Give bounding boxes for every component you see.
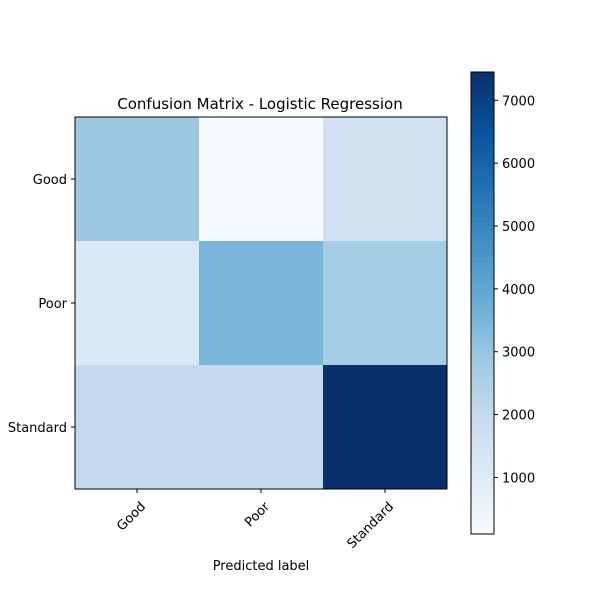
colorbar-tick-label: 3000 — [502, 346, 535, 361]
heatmap-cell — [75, 365, 200, 490]
colorbar-tick-label: 2000 — [502, 409, 535, 424]
colorbar-tick-label: 4000 — [502, 283, 535, 298]
heatmap-cell — [199, 365, 324, 490]
chart-title: Confusion Matrix - Logistic Regression — [117, 95, 402, 113]
heatmap-cells — [75, 117, 448, 490]
y-tick-label: Poor — [38, 297, 67, 312]
colorbar-tick-label: 1000 — [502, 471, 535, 486]
heatmap-cell — [75, 241, 200, 366]
heatmap-cell — [75, 117, 200, 242]
heatmap-cell — [199, 117, 324, 242]
heatmap-cell — [199, 241, 324, 366]
x-tick-label: Standard — [345, 499, 397, 551]
y-tick-label: Standard — [8, 421, 67, 436]
colorbar — [470, 71, 495, 535]
y-tick-label: Good — [33, 173, 67, 188]
colorbar-tick-label: 5000 — [502, 220, 535, 235]
colorbar-tick-label: 6000 — [502, 157, 535, 172]
x-tick-label: Poor — [242, 499, 273, 530]
colorbar-axis: 1000 2000 3000 4000 5000 6000 7000 — [494, 94, 535, 486]
x-tick-label: Good — [114, 499, 149, 534]
heatmap-cell — [323, 365, 448, 490]
colorbar-tick-label: 7000 — [502, 94, 535, 109]
x-axis-label: Predicted label — [213, 559, 310, 574]
y-axis: Good Poor Standard — [8, 173, 75, 436]
heatmap-cell — [323, 117, 448, 242]
heatmap-cell — [323, 241, 448, 366]
x-axis: Good Poor Standard — [114, 489, 397, 552]
